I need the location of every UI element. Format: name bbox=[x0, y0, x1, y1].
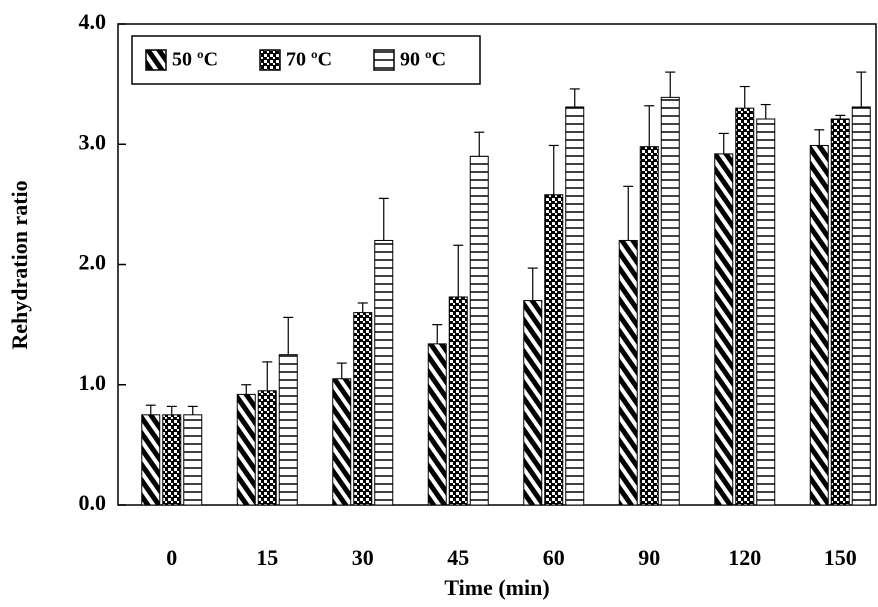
legend-box bbox=[131, 35, 481, 85]
bar bbox=[639, 146, 659, 506]
bar bbox=[427, 343, 447, 506]
x-tick-label: 45 bbox=[447, 545, 469, 570]
bar bbox=[756, 118, 776, 506]
bar bbox=[714, 153, 734, 506]
x-tick-label: 120 bbox=[728, 545, 761, 570]
error-bar bbox=[166, 405, 177, 415]
error-bar bbox=[814, 129, 825, 146]
bar bbox=[735, 107, 755, 506]
error-bar bbox=[760, 103, 771, 119]
bar bbox=[544, 194, 564, 506]
error-bar bbox=[739, 85, 750, 109]
bar bbox=[353, 312, 373, 506]
error-bar bbox=[378, 197, 389, 241]
error-bar bbox=[569, 88, 580, 107]
y-tick-label: 2.0 bbox=[79, 250, 107, 275]
error-bar bbox=[241, 384, 252, 395]
x-tick-label: 15 bbox=[256, 545, 278, 570]
bar bbox=[236, 393, 256, 506]
bar bbox=[851, 106, 871, 506]
x-axis-title: Time (min) bbox=[444, 575, 549, 600]
error-bar bbox=[527, 267, 538, 301]
bar bbox=[565, 106, 585, 506]
bar bbox=[141, 414, 161, 506]
error-bar bbox=[623, 185, 634, 241]
bar bbox=[183, 414, 203, 506]
y-tick-label: 3.0 bbox=[79, 129, 107, 154]
bar bbox=[374, 239, 394, 506]
bar bbox=[278, 354, 298, 506]
error-bar bbox=[187, 405, 198, 415]
error-bar bbox=[262, 361, 273, 391]
x-tick-label: 60 bbox=[543, 545, 565, 570]
bar bbox=[448, 296, 468, 506]
bar bbox=[523, 300, 543, 506]
error-bar bbox=[357, 302, 368, 313]
legend-swatch bbox=[259, 49, 281, 71]
bar bbox=[830, 118, 850, 506]
error-bar bbox=[856, 71, 867, 107]
error-bar bbox=[835, 114, 846, 119]
error-bar bbox=[453, 244, 464, 297]
bar bbox=[618, 239, 638, 506]
x-tick-label: 0 bbox=[166, 545, 177, 570]
y-tick-label: 1.0 bbox=[79, 370, 107, 395]
error-bar bbox=[336, 362, 347, 379]
x-tick-label: 150 bbox=[824, 545, 857, 570]
legend-label: 90 ºC bbox=[400, 49, 446, 71]
bar bbox=[257, 390, 277, 506]
bar bbox=[660, 96, 680, 506]
bar bbox=[162, 414, 182, 506]
error-bar bbox=[718, 132, 729, 154]
legend-label: 70 ºC bbox=[286, 49, 332, 71]
legend-swatch bbox=[145, 49, 167, 71]
bar bbox=[469, 155, 489, 506]
error-bar bbox=[432, 324, 443, 344]
y-tick-label: 4.0 bbox=[79, 9, 107, 34]
error-bar bbox=[145, 404, 156, 415]
legend-label: 50 ºC bbox=[172, 49, 218, 71]
error-bar bbox=[283, 316, 294, 355]
error-bar bbox=[548, 144, 559, 195]
x-tick-label: 30 bbox=[352, 545, 374, 570]
y-axis-title: Rehydration ratio bbox=[7, 180, 32, 349]
error-bar bbox=[474, 131, 485, 157]
y-tick-label: 0.0 bbox=[79, 490, 107, 515]
bar bbox=[809, 144, 829, 506]
x-tick-label: 90 bbox=[638, 545, 660, 570]
bar bbox=[332, 378, 352, 506]
error-bar bbox=[644, 105, 655, 147]
error-bar bbox=[665, 71, 676, 98]
legend-swatch bbox=[373, 49, 395, 71]
